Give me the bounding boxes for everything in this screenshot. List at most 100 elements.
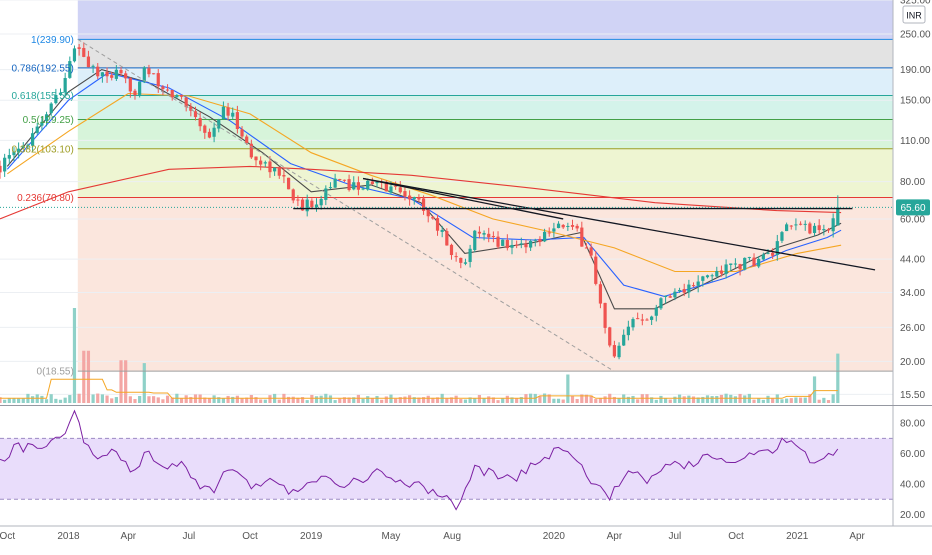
volume-bar bbox=[417, 397, 421, 403]
candle-body bbox=[538, 238, 542, 242]
candle-body bbox=[40, 121, 44, 126]
volume-bar bbox=[752, 399, 756, 403]
candle-body bbox=[654, 307, 658, 316]
volume-bar bbox=[179, 398, 184, 403]
candle-body bbox=[63, 78, 67, 93]
candle-body bbox=[757, 258, 761, 267]
volume-bar bbox=[705, 395, 710, 403]
candle-body bbox=[333, 178, 337, 188]
candle-body bbox=[812, 225, 817, 233]
volume-bar bbox=[403, 396, 407, 403]
candle-body bbox=[719, 270, 724, 274]
time-tick-3: Jul bbox=[182, 531, 195, 542]
candle-body bbox=[72, 48, 77, 62]
candle-body bbox=[361, 188, 365, 190]
volume-bar bbox=[626, 396, 630, 403]
candle-body bbox=[249, 143, 253, 158]
volume-bar bbox=[296, 397, 300, 403]
last-price-label: 65.60 bbox=[900, 203, 925, 214]
volume-bar bbox=[30, 396, 35, 403]
candle-body bbox=[440, 229, 444, 232]
candle-body bbox=[291, 189, 295, 201]
candle-body bbox=[403, 191, 407, 197]
candle-body bbox=[487, 233, 491, 238]
volume-bar bbox=[207, 398, 212, 403]
candle-body bbox=[677, 290, 682, 292]
volume-bar bbox=[221, 398, 226, 403]
volume-bar bbox=[375, 395, 379, 403]
currency-badge[interactable]: INR bbox=[906, 11, 922, 21]
volume-bar bbox=[463, 399, 468, 403]
volume-bar bbox=[668, 399, 672, 403]
candle-body bbox=[561, 224, 565, 228]
candle-body bbox=[780, 232, 784, 241]
volume-bar bbox=[566, 374, 570, 403]
candle-body bbox=[58, 92, 63, 95]
fib-zone-0 bbox=[77, 39, 893, 68]
volume-bar bbox=[328, 395, 333, 403]
time-axis: Oct 2018 Apr Jul Oct 2019 May Aug 2020 Apr Jul Oct 2… bbox=[0, 531, 866, 542]
candle-body bbox=[342, 179, 347, 181]
candle-body bbox=[701, 276, 705, 281]
candle-body bbox=[826, 229, 831, 231]
volume-bar bbox=[421, 397, 426, 403]
candle-body bbox=[49, 103, 53, 114]
candle-body bbox=[598, 284, 603, 304]
candle-body bbox=[482, 233, 486, 235]
time-tick-4: Oct bbox=[242, 531, 258, 542]
candle-body bbox=[96, 66, 100, 77]
candle-body bbox=[435, 218, 440, 231]
candle-body bbox=[7, 155, 11, 159]
candle-body bbox=[636, 318, 640, 320]
candle-body bbox=[3, 157, 7, 172]
volume-bar bbox=[487, 396, 491, 403]
time-tick-8: 2020 bbox=[543, 531, 566, 542]
volume-bar bbox=[268, 395, 272, 403]
volume-bar bbox=[54, 398, 58, 403]
volume-bar bbox=[100, 394, 104, 403]
candle-body bbox=[836, 207, 840, 226]
candle-body bbox=[407, 195, 412, 200]
fib-lines bbox=[77, 38, 893, 372]
candle-body bbox=[645, 319, 649, 321]
candle-body bbox=[608, 327, 612, 346]
volume-bar bbox=[663, 398, 668, 403]
volume-bar bbox=[231, 396, 235, 403]
badges: INR 65.60 bbox=[896, 5, 930, 216]
candle-body bbox=[370, 181, 374, 185]
candle-body bbox=[556, 223, 561, 229]
candle-body bbox=[729, 263, 733, 265]
candle-body bbox=[617, 345, 621, 358]
price-tick-8: 34.00 bbox=[900, 288, 925, 299]
candle-body bbox=[35, 126, 39, 133]
candle-body bbox=[705, 275, 710, 278]
candle-body bbox=[217, 119, 221, 129]
volume-bar bbox=[491, 397, 495, 403]
price-tick-5: 80.00 bbox=[900, 177, 925, 188]
fib-zone-upper bbox=[77, 0, 893, 40]
candle-body bbox=[68, 61, 72, 78]
candle-body bbox=[286, 177, 291, 190]
candle-body bbox=[542, 231, 547, 242]
currency-badge-box[interactable] bbox=[902, 5, 926, 24]
volume-bar bbox=[561, 399, 565, 403]
candle-body bbox=[459, 257, 463, 263]
volume-bar bbox=[44, 399, 49, 403]
volume-bar bbox=[310, 394, 314, 403]
trendline-descending-resistance-short bbox=[362, 177, 564, 220]
time-tick-7: Aug bbox=[443, 531, 461, 542]
candle-body bbox=[445, 231, 449, 246]
volume-bar bbox=[82, 350, 86, 403]
volume-bar bbox=[617, 398, 621, 403]
candle-body bbox=[184, 97, 188, 108]
volume-bar bbox=[542, 393, 547, 403]
candle-body bbox=[170, 90, 174, 98]
candle-body bbox=[133, 90, 137, 96]
volume-bar bbox=[217, 397, 221, 403]
price-tick-0: 325.00 bbox=[900, 0, 931, 7]
price-tick-2: 190.00 bbox=[900, 65, 931, 76]
candle-body bbox=[510, 244, 514, 248]
candle-body bbox=[44, 114, 49, 122]
volume-bar bbox=[798, 397, 803, 403]
